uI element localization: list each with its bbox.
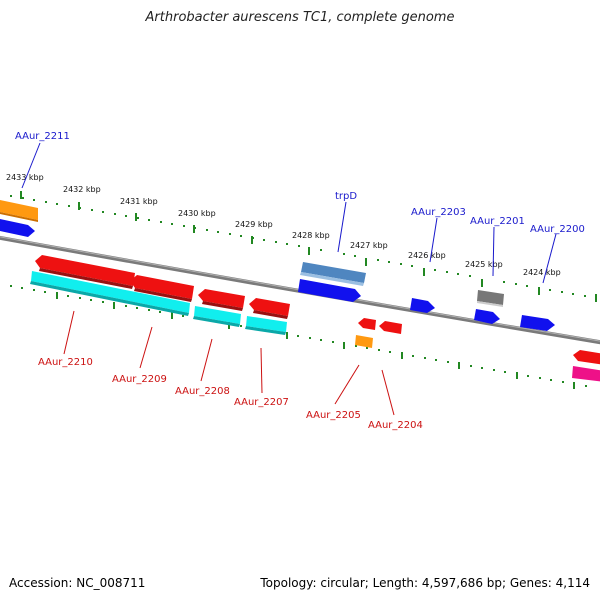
gene-blue-2[interactable] xyxy=(410,298,435,313)
gene-aaur-2210[interactable] xyxy=(35,255,135,286)
topology-text: Topology: circular; Length: 4,597,686 bp… xyxy=(260,576,590,590)
gene-blue-4[interactable] xyxy=(520,315,555,331)
gene-aaur-2205[interactable] xyxy=(358,318,376,330)
gene-cyan-3-shade xyxy=(245,326,286,335)
gene-cyan-2[interactable] xyxy=(194,306,241,324)
kbp-label: 2426 kbp xyxy=(408,251,446,260)
top-label-leaders xyxy=(21,142,557,284)
gene-gray[interactable] xyxy=(477,290,504,305)
gene-label-aaur-2205[interactable]: AAur_2205 xyxy=(306,410,361,421)
gene-label-aaur-2209[interactable]: AAur_2209 xyxy=(112,374,167,385)
kbp-label: 2428 kbp xyxy=(292,231,330,240)
gene-red-right[interactable] xyxy=(573,350,600,365)
kbp-label: 2432 kbp xyxy=(63,185,101,194)
gene-trpd[interactable] xyxy=(301,262,366,283)
gene-trpd-shade xyxy=(300,272,364,286)
kbp-label: 2431 kbp xyxy=(120,197,158,206)
gene-label-aaur-2203[interactable]: AAur_2203 xyxy=(411,207,466,218)
gene-label-aaur-2211[interactable]: AAur_2211 xyxy=(15,131,70,142)
kbp-label: 2425 kbp xyxy=(465,260,503,269)
top-scale-dots xyxy=(10,195,586,297)
bottom-scale-ticks xyxy=(56,292,575,389)
gene-cyan-2-shade xyxy=(193,316,240,327)
kbp-label: 2430 kbp xyxy=(178,209,216,218)
kbp-label: 2424 kbp xyxy=(523,268,561,277)
gene-aaur-2209[interactable] xyxy=(130,275,194,299)
gene-aaur-2210-shade xyxy=(39,268,133,289)
gene-label-aaur-2201[interactable]: AAur_2201 xyxy=(470,216,525,227)
genome-title: Arthrobacter aurescens TC1, complete gen… xyxy=(145,10,455,25)
gene-blue-3[interactable] xyxy=(474,309,500,324)
top-scale-ticks xyxy=(20,191,597,302)
gene-label-aaur-2207[interactable]: AAur_2207 xyxy=(234,397,289,408)
kbp-label: 2429 kbp xyxy=(235,220,273,229)
gene-aaur-2209-shade xyxy=(134,288,192,302)
gene-red-small[interactable] xyxy=(379,321,402,334)
gene-label-aaur-2210[interactable]: AAur_2210 xyxy=(38,357,93,368)
bottom-scale-dots xyxy=(10,285,587,387)
kbp-label: 2433 kbp xyxy=(6,173,44,182)
gene-label-aaur-2208[interactable]: AAur_2208 xyxy=(175,386,230,397)
gene-aaur-2207[interactable] xyxy=(249,298,290,316)
gene-magenta-right[interactable] xyxy=(572,366,600,382)
gene-aaur-2208[interactable] xyxy=(198,289,245,308)
gene-label-aaur-2204[interactable]: AAur_2204 xyxy=(368,420,423,431)
kbp-label: 2427 kbp xyxy=(350,241,388,250)
gene-aaur-2208-shade xyxy=(202,301,243,311)
gene-blue-left[interactable] xyxy=(0,218,35,237)
gene-cyan-long-shade xyxy=(30,281,189,316)
gene-gray-shade xyxy=(477,301,503,307)
accession-text: Accession: NC_008711 xyxy=(9,576,146,590)
gene-label-aaur-2200[interactable]: AAur_2200 xyxy=(530,224,585,235)
gene-aaur-2211[interactable] xyxy=(0,199,38,220)
gene-aaur-2207-shade xyxy=(253,310,288,319)
gene-aaur-2205-orange[interactable] xyxy=(355,335,373,348)
gene-blue-1[interactable] xyxy=(298,279,361,302)
gene-cyan-3[interactable] xyxy=(246,316,287,332)
gene-cyan-long[interactable] xyxy=(31,271,190,313)
gene-label-trpd[interactable]: trpD xyxy=(335,191,357,202)
gene-aaur-2211-shade xyxy=(0,212,38,222)
bottom-label-leaders xyxy=(63,310,395,416)
